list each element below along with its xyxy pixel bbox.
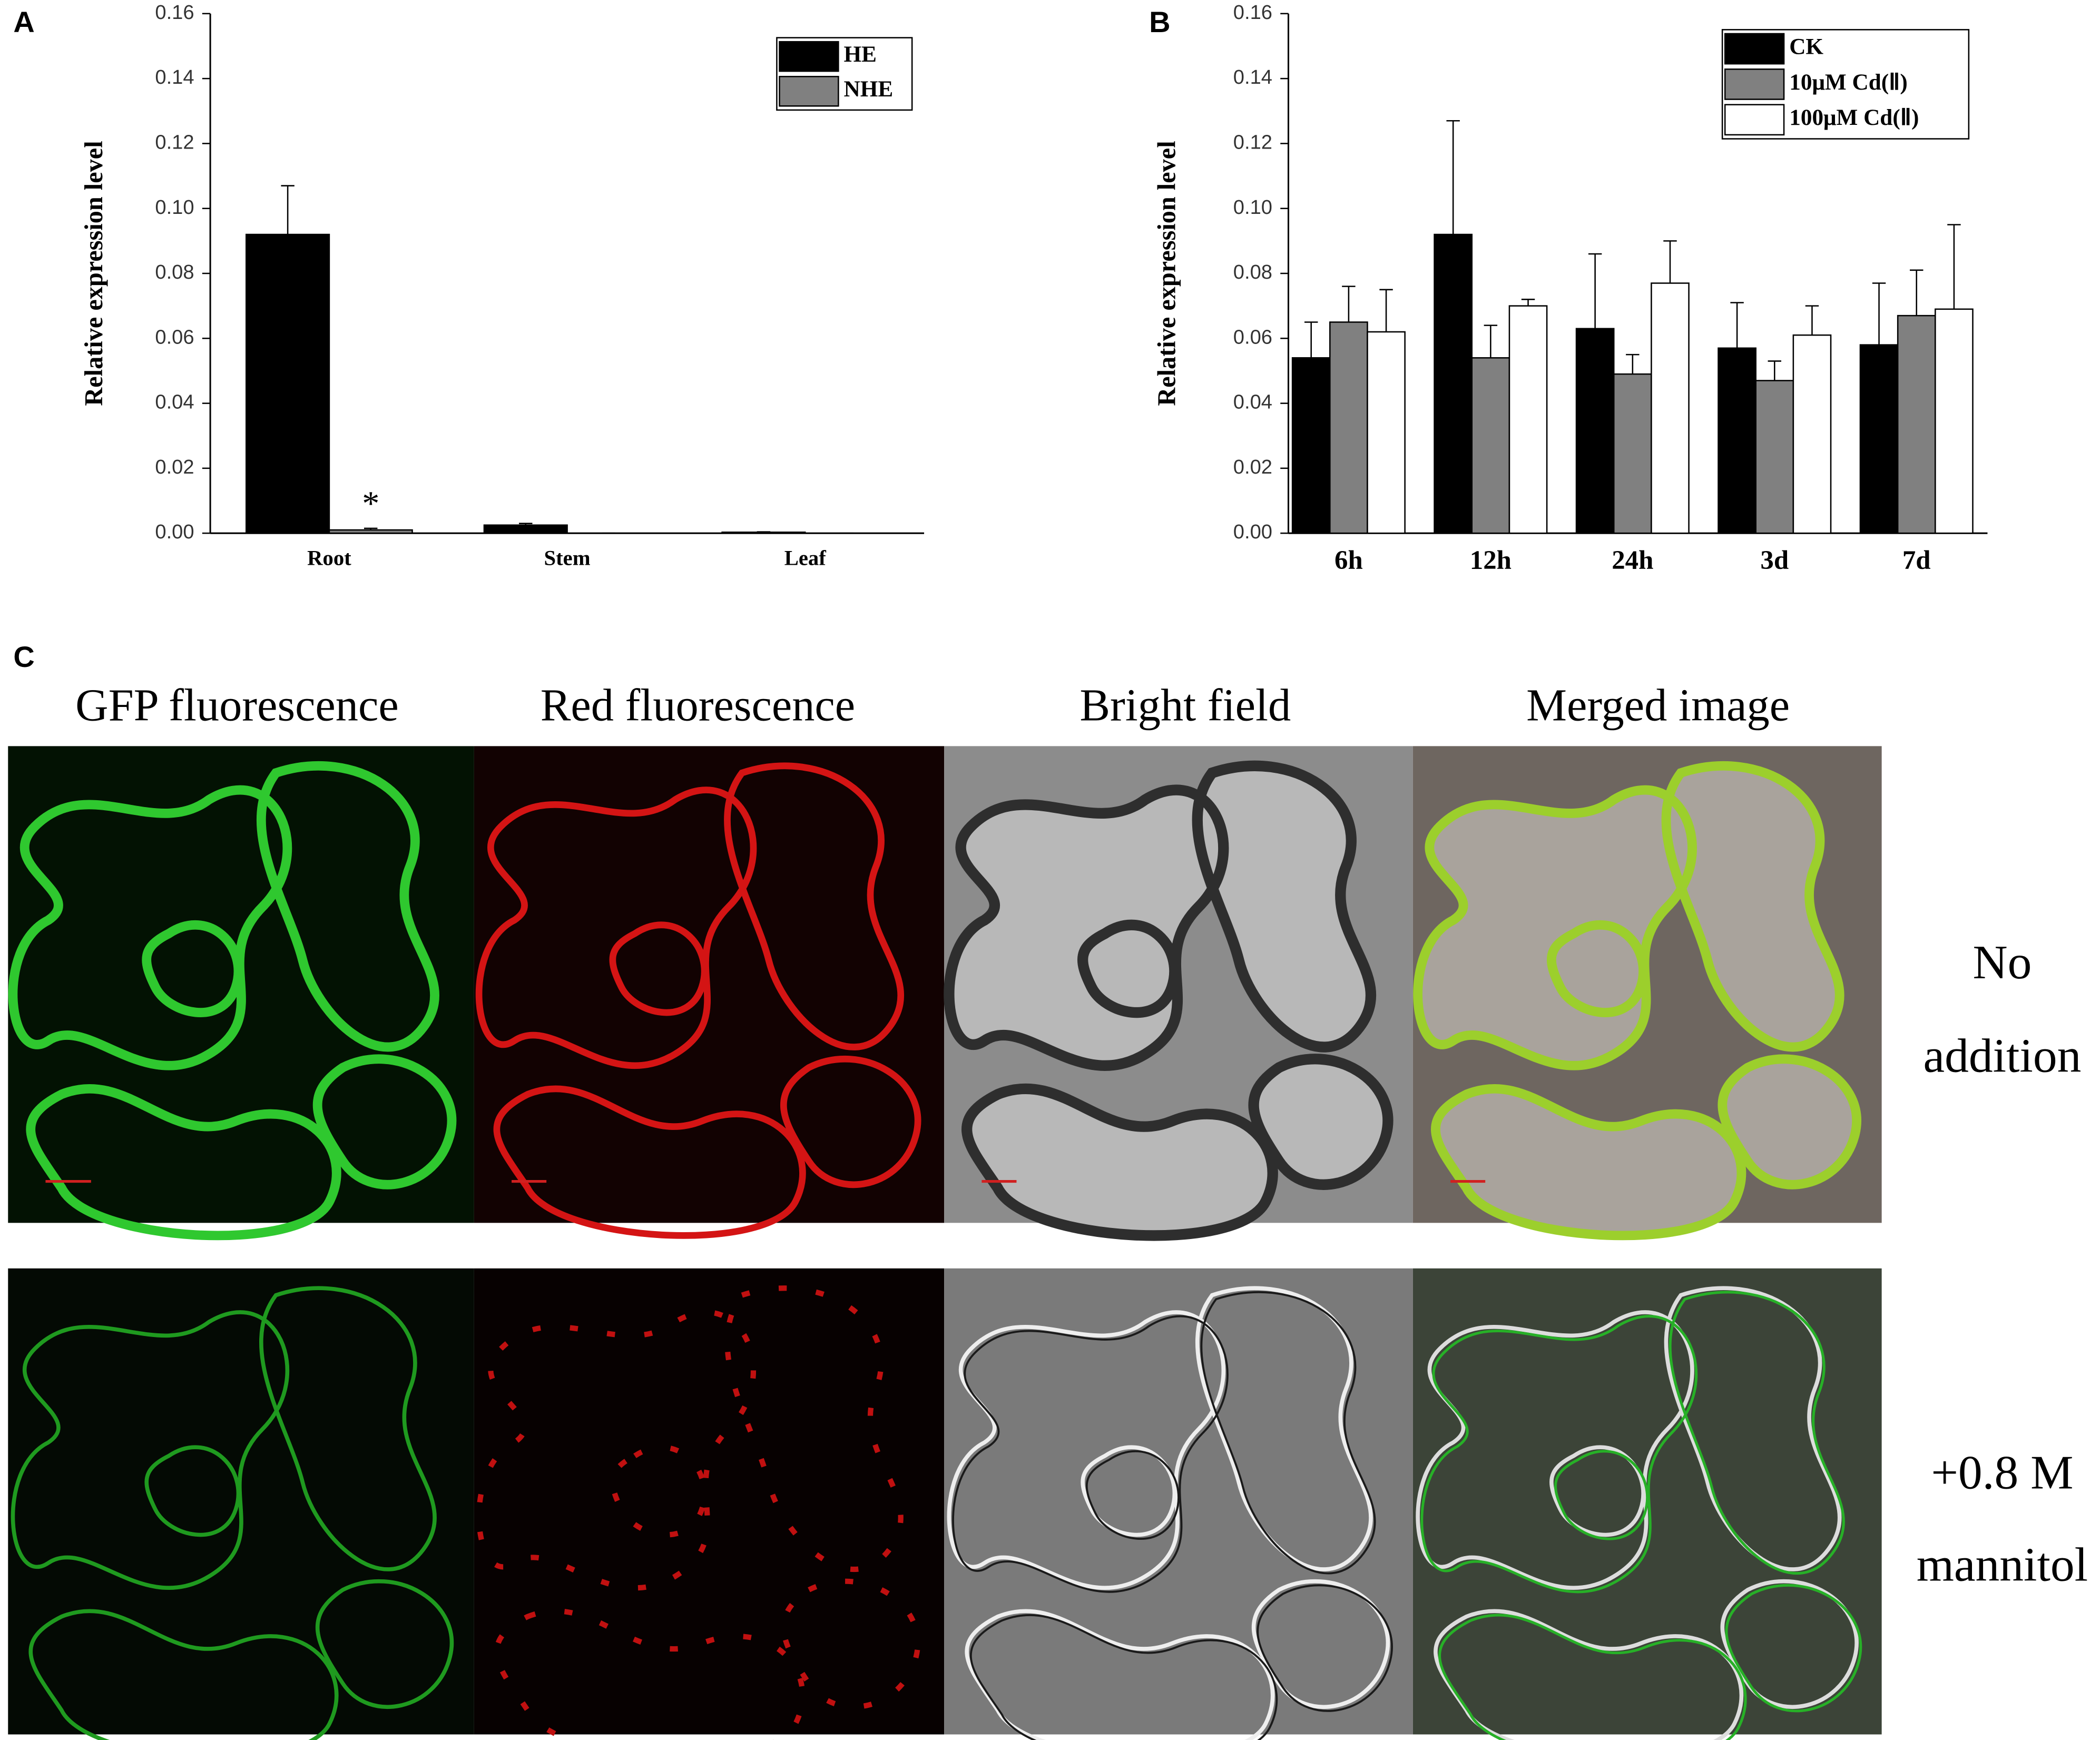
x-tick-label: Leaf: [784, 546, 826, 569]
micrograph-merged-mannitol: [1412, 1268, 1882, 1740]
micrograph-bright-mannitol: [944, 1268, 1413, 1740]
y-tick-label: 0.14: [1233, 66, 1272, 89]
y-tick-label: 0.04: [1233, 391, 1272, 414]
bar: [1859, 344, 1899, 534]
error-bar: [1872, 282, 1886, 345]
bar: [1434, 233, 1473, 534]
micrograph-gfp-mannitol: [8, 1268, 474, 1740]
row-label: mannitol: [1917, 1538, 2088, 1591]
micrograph-red-mannitol: [474, 1268, 945, 1740]
x-tick-label: Stem: [544, 546, 591, 569]
legend-swatch: [1724, 33, 1785, 65]
y-tick-label: 0.02: [1233, 456, 1272, 478]
y-axis-label: Relative expression level: [1153, 141, 1181, 406]
bar: [1718, 347, 1756, 534]
bar: [1329, 321, 1368, 534]
error-bar: [1484, 325, 1498, 358]
bar: [1935, 308, 1974, 534]
bar: [1471, 357, 1510, 534]
error-bar: [1588, 253, 1602, 329]
y-tick-label: 0.08: [1233, 261, 1272, 283]
row-label: addition: [1923, 1029, 2081, 1083]
bar: [1755, 380, 1794, 534]
legend-label: CK: [1789, 34, 1823, 59]
error-bar: [1521, 299, 1535, 306]
column-title: Merged image: [1526, 680, 1790, 731]
y-tick-label: 0.16: [155, 1, 194, 24]
micrograph-bright: [944, 746, 1413, 1235]
x-tick-label: Root: [307, 546, 351, 569]
y-tick-label: 0.16: [1233, 1, 1272, 24]
bar: [1367, 331, 1406, 534]
micrographs: [8, 746, 1882, 1740]
row-label: No: [1973, 935, 2032, 989]
y-tick-label: 0.04: [155, 391, 194, 414]
error-bar: [1626, 353, 1640, 375]
bar: [246, 233, 330, 534]
bar: [328, 529, 413, 534]
error-bar: [281, 185, 295, 235]
micrograph-red: [474, 746, 945, 1235]
annotation: *: [362, 484, 379, 523]
bar: [1897, 314, 1936, 534]
error-bar: [757, 531, 771, 533]
error-bar: [1730, 302, 1744, 348]
y-tick-label: 0.06: [1233, 326, 1272, 348]
error-bar: [1304, 321, 1318, 358]
bar: [1651, 282, 1690, 534]
error-bar: [1379, 289, 1393, 332]
legend-swatch: [1724, 104, 1785, 136]
bar: [1575, 328, 1615, 534]
error-bar: [1947, 224, 1961, 309]
micrograph-gfp: [8, 746, 474, 1235]
legend-label: 10μM Cd(Ⅱ): [1789, 70, 1908, 95]
bar: [1508, 305, 1548, 534]
error-bar: [1910, 269, 1924, 316]
y-axis-label: Relative expression level: [80, 141, 108, 406]
row-label: +0.8 M: [1931, 1445, 2073, 1499]
error-bar: [1805, 305, 1819, 336]
y-tick-label: 0.10: [155, 196, 194, 219]
panel-label: C: [13, 640, 34, 673]
error-bar: [1446, 120, 1460, 235]
x-tick-label: 24h: [1612, 545, 1653, 575]
x-tick-label: 7d: [1902, 545, 1931, 575]
legend-label: HE: [844, 42, 877, 67]
error-bar: [1663, 240, 1677, 283]
y-tick-label: 0.00: [155, 520, 194, 543]
column-title: GFP fluorescence: [75, 680, 399, 731]
panel-label: B: [1149, 5, 1170, 38]
bar: [1613, 373, 1652, 534]
x-tick-label: 12h: [1470, 545, 1512, 575]
y-tick-label: 0.14: [155, 66, 194, 89]
legend-swatch: [779, 76, 839, 107]
micrograph-merged: [1412, 746, 1882, 1235]
bar: [1792, 334, 1832, 534]
column-title: Red fluorescence: [541, 680, 855, 731]
error-bar: [1342, 286, 1356, 322]
error-bar: [364, 527, 378, 530]
column-title: Bright field: [1080, 680, 1291, 731]
error-bar: [1768, 360, 1781, 381]
bar: [1291, 357, 1331, 534]
x-tick-label: 6h: [1334, 545, 1363, 575]
y-tick-label: 0.02: [155, 456, 194, 478]
legend-label: 100μM Cd(Ⅱ): [1789, 105, 1919, 130]
y-tick-label: 0.06: [155, 326, 194, 348]
y-tick-label: 0.12: [1233, 131, 1272, 153]
y-tick-label: 0.00: [1233, 520, 1272, 543]
x-tick-label: 3d: [1760, 545, 1789, 575]
bar: [483, 524, 568, 534]
legend-label: NHE: [844, 76, 894, 102]
error-bar: [519, 523, 533, 525]
panel-label: A: [13, 5, 34, 38]
legend-swatch: [779, 41, 839, 72]
y-tick-label: 0.10: [1233, 196, 1272, 219]
y-tick-label: 0.08: [155, 261, 194, 283]
legend-swatch: [1724, 68, 1785, 100]
y-tick-label: 0.12: [155, 131, 194, 153]
